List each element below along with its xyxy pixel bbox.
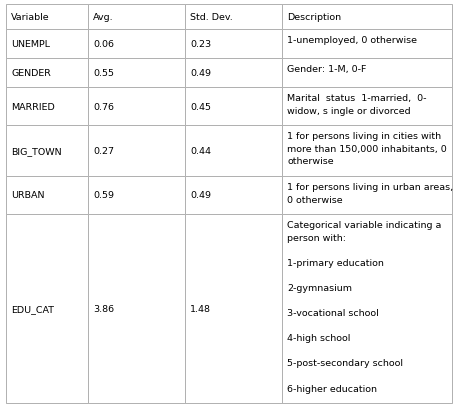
Bar: [282, 59, 452, 88]
Text: 0.23: 0.23: [190, 40, 211, 49]
Bar: [185, 214, 282, 403]
Bar: [282, 5, 452, 30]
Text: 1 for persons living in cities with: 1 for persons living in cities with: [287, 132, 441, 141]
Text: MARRIED: MARRIED: [11, 102, 55, 111]
Bar: [88, 177, 185, 214]
Bar: [6, 88, 88, 126]
Bar: [185, 88, 282, 126]
Bar: [88, 126, 185, 177]
Text: URBAN: URBAN: [11, 191, 44, 200]
Text: 1-unemployed, 0 otherwise: 1-unemployed, 0 otherwise: [287, 36, 417, 45]
Text: UNEMPL: UNEMPL: [11, 40, 50, 49]
Text: 3-vocational school: 3-vocational school: [287, 309, 379, 317]
Text: person with:: person with:: [287, 233, 346, 242]
Text: Description: Description: [287, 13, 341, 22]
Text: 0.76: 0.76: [93, 102, 114, 111]
Text: BIG_TOWN: BIG_TOWN: [11, 147, 62, 156]
Bar: [88, 5, 185, 30]
Text: Gender: 1-M, 0-F: Gender: 1-M, 0-F: [287, 65, 366, 74]
Text: otherwise: otherwise: [287, 157, 333, 166]
Bar: [185, 59, 282, 88]
Text: 1-primary education: 1-primary education: [287, 258, 384, 267]
Bar: [6, 59, 88, 88]
Bar: [185, 30, 282, 59]
Text: widow, s ingle or divorced: widow, s ingle or divorced: [287, 106, 411, 115]
Bar: [282, 126, 452, 177]
Text: 0.55: 0.55: [93, 69, 114, 78]
Bar: [282, 88, 452, 126]
Bar: [6, 177, 88, 214]
Text: 0.27: 0.27: [93, 147, 114, 156]
Text: Variable: Variable: [11, 13, 49, 22]
Bar: [185, 5, 282, 30]
Text: 6-higher education: 6-higher education: [287, 384, 377, 393]
Text: 0 otherwise: 0 otherwise: [287, 195, 343, 204]
Text: 0.49: 0.49: [190, 191, 211, 200]
Bar: [88, 88, 185, 126]
Bar: [282, 214, 452, 403]
Text: 4-high school: 4-high school: [287, 333, 350, 342]
Bar: [6, 5, 88, 30]
Text: 0.59: 0.59: [93, 191, 114, 200]
Text: Marital  status  1-married,  0-: Marital status 1-married, 0-: [287, 94, 426, 103]
Text: 1 for persons living in urban areas,: 1 for persons living in urban areas,: [287, 183, 453, 192]
Text: 2-gymnasium: 2-gymnasium: [287, 283, 352, 292]
Bar: [282, 30, 452, 59]
Text: 1.48: 1.48: [190, 304, 211, 313]
Text: 0.06: 0.06: [93, 40, 114, 49]
Bar: [88, 214, 185, 403]
Bar: [185, 177, 282, 214]
Text: more than 150,000 inhabitants, 0: more than 150,000 inhabitants, 0: [287, 144, 447, 153]
Text: 0.45: 0.45: [190, 102, 211, 111]
Text: Avg.: Avg.: [93, 13, 114, 22]
Bar: [6, 126, 88, 177]
Text: 0.49: 0.49: [190, 69, 211, 78]
Bar: [185, 126, 282, 177]
Bar: [88, 59, 185, 88]
Text: 3.86: 3.86: [93, 304, 114, 313]
Text: 0.44: 0.44: [190, 147, 211, 156]
Text: Std. Dev.: Std. Dev.: [190, 13, 233, 22]
Text: 5-post-secondary school: 5-post-secondary school: [287, 358, 403, 368]
Text: GENDER: GENDER: [11, 69, 51, 78]
Bar: [282, 177, 452, 214]
Text: EDU_CAT: EDU_CAT: [11, 304, 54, 313]
Text: Categorical variable indicating a: Categorical variable indicating a: [287, 221, 442, 230]
Bar: [6, 30, 88, 59]
Bar: [6, 214, 88, 403]
Bar: [88, 30, 185, 59]
